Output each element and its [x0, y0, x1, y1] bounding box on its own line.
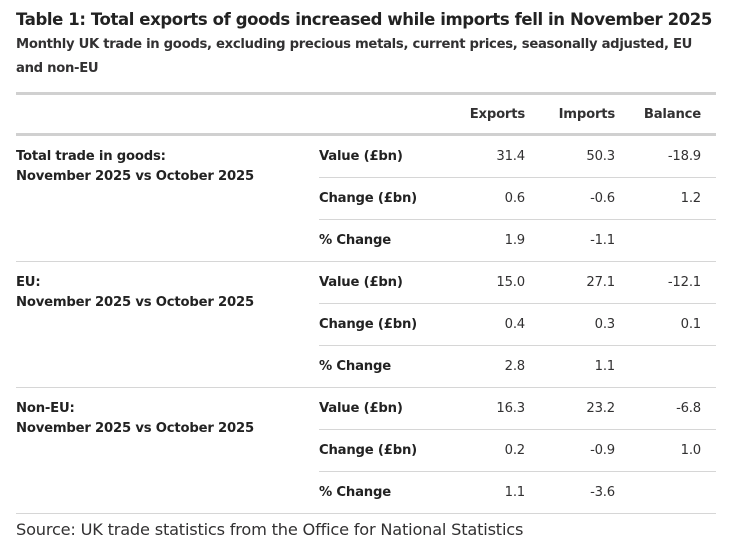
table-body: Total trade in goods: November 2025 vs O…	[16, 134, 716, 514]
header-balance: Balance	[615, 92, 716, 136]
table-row: Non-EU: November 2025 vs October 2025 Va…	[16, 387, 716, 514]
group-label-eu: EU: November 2025 vs October 2025	[16, 261, 319, 388]
table-row: % Change 2.8 1.1	[16, 345, 716, 388]
exports-value: 2.8	[449, 345, 525, 388]
balance-value: -6.8	[615, 387, 716, 430]
exports-value: 0.6	[449, 177, 525, 220]
imports-value: 0.3	[525, 303, 615, 346]
balance-value: 0.1	[615, 303, 716, 346]
group-title: EU:	[16, 275, 41, 290]
header-row: Exports Imports Balance	[16, 92, 716, 136]
header-imports: Imports	[525, 92, 615, 136]
table-row: % Change 1.1 -3.6	[16, 471, 716, 514]
table-row: Change (£bn) 0.6 -0.6 1.2	[16, 177, 716, 220]
imports-value: -3.6	[525, 471, 615, 514]
measure-label: Change (£bn)	[319, 177, 449, 220]
exports-value: 0.4	[449, 303, 525, 346]
measure-label: Value (£bn)	[319, 387, 449, 430]
table-figure: Table 1: Total exports of goods increase…	[16, 10, 716, 539]
header-group	[16, 92, 319, 136]
header-measure	[319, 92, 449, 136]
imports-value: -0.6	[525, 177, 615, 220]
table-row: Total trade in goods: November 2025 vs O…	[16, 134, 716, 262]
measure-label: % Change	[319, 471, 449, 514]
exports-value: 1.9	[449, 219, 525, 262]
exports-value: 31.4	[449, 134, 525, 178]
exports-value: 0.2	[449, 429, 525, 472]
balance-value	[615, 345, 716, 388]
table-subtitle: Monthly UK trade in goods, excluding pre…	[16, 37, 693, 76]
measure-label: Change (£bn)	[319, 303, 449, 346]
measure-label: % Change	[319, 219, 449, 262]
balance-value: 1.2	[615, 177, 716, 220]
group-label-non-eu: Non-EU: November 2025 vs October 2025	[16, 387, 319, 514]
exports-value: 16.3	[449, 387, 525, 430]
imports-value: 50.3	[525, 134, 615, 178]
measure-label: % Change	[319, 345, 449, 388]
measure-label: Value (£bn)	[319, 134, 449, 178]
group-label-total: Total trade in goods: November 2025 vs O…	[16, 134, 319, 262]
group-period: November 2025 vs October 2025	[16, 169, 254, 184]
table-row: EU: November 2025 vs October 2025 Value …	[16, 261, 716, 388]
imports-value: 23.2	[525, 387, 615, 430]
exports-value: 1.1	[449, 471, 525, 514]
imports-value: 1.1	[525, 345, 615, 388]
header-exports: Exports	[449, 92, 525, 136]
table-row: % Change 1.9 -1.1	[16, 219, 716, 262]
imports-value: 27.1	[525, 261, 615, 304]
table-header: Exports Imports Balance	[16, 92, 716, 136]
table-row: Change (£bn) 0.2 -0.9 1.0	[16, 429, 716, 472]
group-period: November 2025 vs October 2025	[16, 295, 254, 310]
imports-value: -1.1	[525, 219, 615, 262]
balance-value	[615, 219, 716, 262]
imports-value: -0.9	[525, 429, 615, 472]
measure-label: Value (£bn)	[319, 261, 449, 304]
table-title: Table 1: Total exports of goods increase…	[16, 10, 712, 29]
trade-table: Exports Imports Balance Total trade in g…	[16, 92, 716, 514]
balance-value: 1.0	[615, 429, 716, 472]
table-row: Change (£bn) 0.4 0.3 0.1	[16, 303, 716, 346]
source-note: Source: UK trade statistics from the Off…	[16, 520, 524, 539]
group-period: November 2025 vs October 2025	[16, 421, 254, 436]
balance-value: -12.1	[615, 261, 716, 304]
group-title: Non-EU:	[16, 401, 75, 416]
balance-value	[615, 471, 716, 514]
group-title: Total trade in goods:	[16, 149, 166, 164]
balance-value: -18.9	[615, 134, 716, 178]
measure-label: Change (£bn)	[319, 429, 449, 472]
exports-value: 15.0	[449, 261, 525, 304]
